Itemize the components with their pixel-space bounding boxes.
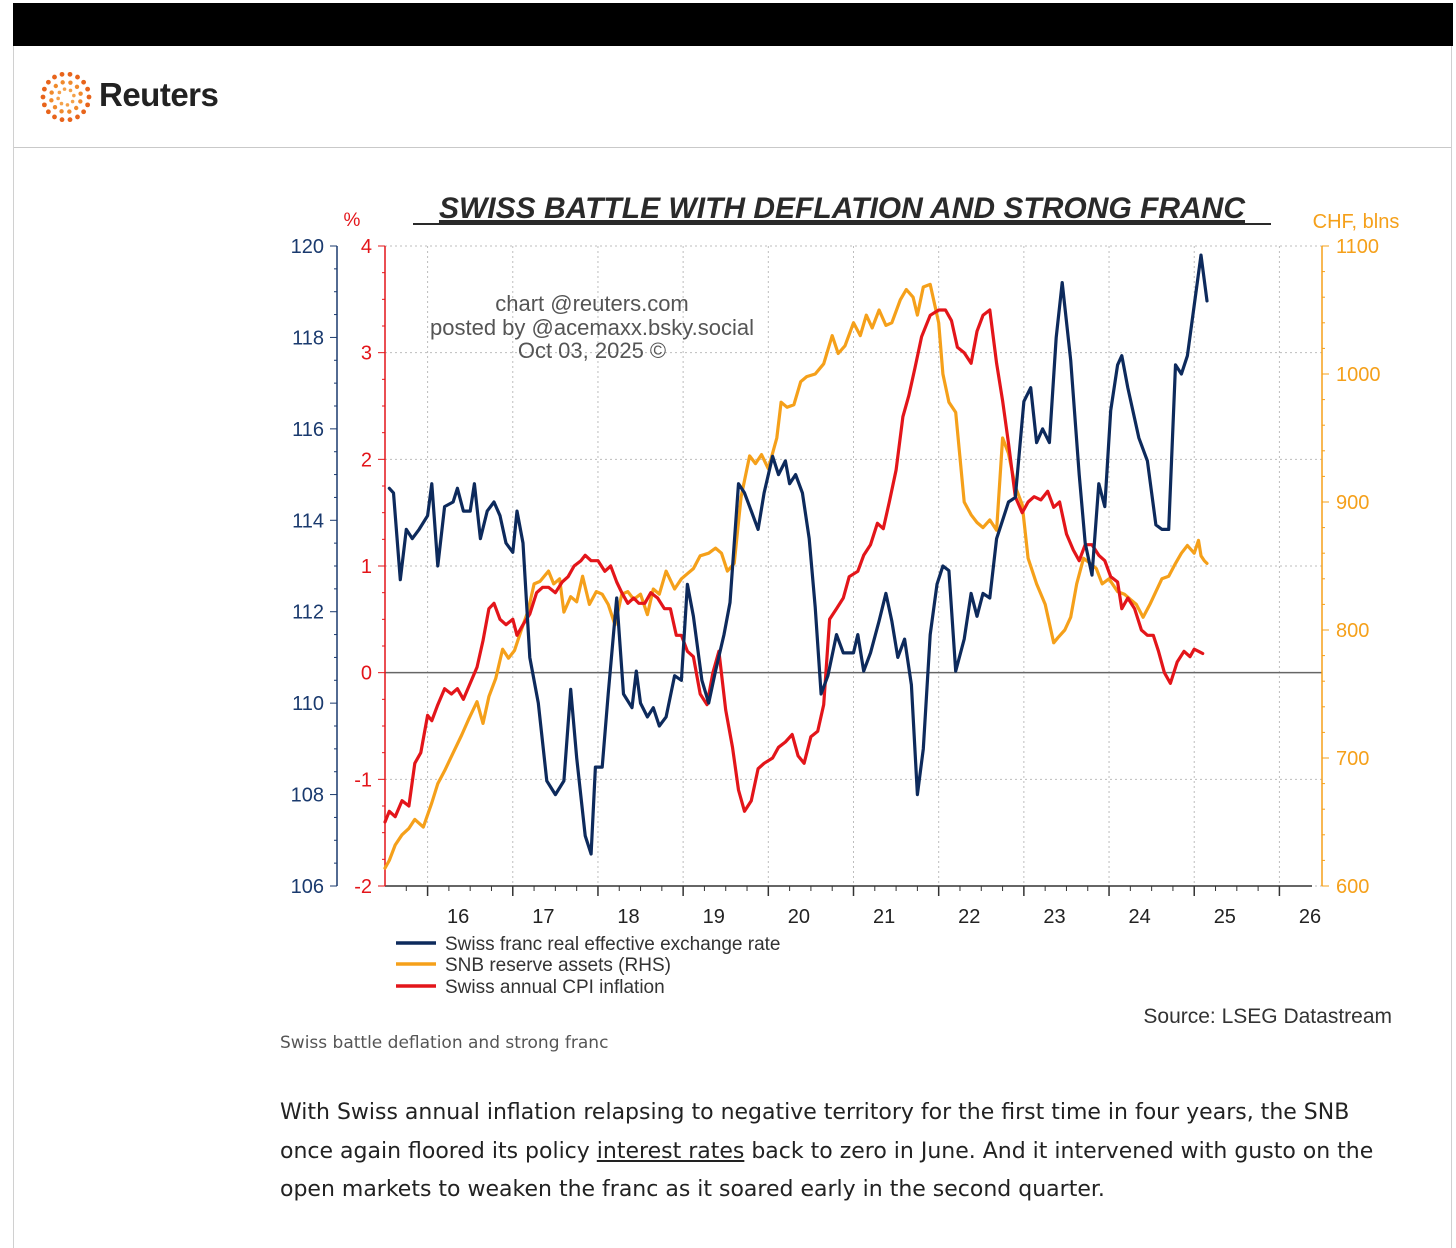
logo-dot <box>52 104 58 110</box>
logo-dot <box>78 99 83 104</box>
logo-dot <box>45 79 51 85</box>
logo-dot <box>67 117 73 123</box>
x-tick-label: 21 <box>873 906 895 928</box>
chart-title: SWISS BATTLE WITH DEFLATION AND STRONG F… <box>439 192 1246 225</box>
logo-dot <box>68 80 73 85</box>
frame-border-right <box>1451 46 1452 1248</box>
top-black-bar <box>13 3 1453 46</box>
logo-dot <box>59 71 65 77</box>
right-tick-label: 800 <box>1336 620 1369 642</box>
logo-dot <box>67 71 73 77</box>
logo-dot <box>74 84 80 90</box>
x-tick-label: 26 <box>1299 906 1321 928</box>
right-tick-label: 700 <box>1336 748 1369 770</box>
logo-dot <box>41 86 47 92</box>
chart-source: Source: LSEG Datastream <box>1143 1005 1392 1028</box>
right-tick-label: 900 <box>1336 492 1369 514</box>
logo-dot <box>67 109 72 114</box>
logo-dot <box>70 99 75 104</box>
logo-dot <box>73 105 79 111</box>
left-inner-tick-label: 4 <box>361 236 372 258</box>
article-paragraph: With Swiss annual inflation relapsing to… <box>280 1094 1390 1210</box>
right-tick-label: 600 <box>1336 876 1369 898</box>
logo-dot <box>53 83 59 89</box>
x-tick-label: 20 <box>788 906 810 928</box>
left-inner-tick-label: -2 <box>354 876 372 898</box>
article-text-after: back to zero in June. And it intervened … <box>280 1138 1374 1203</box>
x-tick-label: 24 <box>1129 906 1151 928</box>
right-axis-label: CHF, blns <box>1313 211 1400 233</box>
left-inner-tick-label: -1 <box>354 769 372 791</box>
legend-label-cpi: Swiss annual CPI inflation <box>445 977 665 998</box>
chart-axes: 16 17 18 19 20 21 22 23 24 25 26106108110112114116… <box>291 236 1381 928</box>
legend-label-snb: SNB reserve assets (RHS) <box>445 955 671 976</box>
left-inner-tick-label: 2 <box>361 449 372 471</box>
logo-dot <box>41 102 47 108</box>
left-inner-tick-label: 1 <box>361 556 372 578</box>
left-outer-tick-label: 108 <box>291 785 324 807</box>
x-tick-label: 16 <box>447 906 469 928</box>
legend-label-franc: Swiss franc real effective exchange rate <box>445 934 781 955</box>
watermark-line-1: chart @reuters.com <box>495 291 689 316</box>
left-inner-tick-label: 3 <box>361 343 372 365</box>
logo-dot <box>40 94 46 100</box>
logo-dot <box>59 109 64 114</box>
series-line-franc <box>387 253 1209 856</box>
figure-caption: Swiss battle deflation and strong franc <box>280 1033 609 1053</box>
logo-dot <box>52 74 57 80</box>
logo-dot <box>81 79 87 85</box>
logo-dot <box>86 94 92 100</box>
series-line-snb <box>383 282 1209 870</box>
logo-dot <box>49 98 54 103</box>
logo-dot <box>56 96 60 101</box>
reuters-logo-icon[interactable] <box>40 71 92 123</box>
logo-dot <box>52 114 57 120</box>
x-tick-label: 22 <box>958 906 980 928</box>
logo-dot <box>75 74 80 80</box>
left-outer-tick-label: 112 <box>292 602 324 624</box>
reuters-brand[interactable]: Reuters <box>99 76 219 113</box>
legend: Swiss franc real effective exchange rate… <box>396 934 781 998</box>
left-outer-tick-label: 116 <box>292 419 324 441</box>
right-tick-label: 1100 <box>1336 236 1379 258</box>
left-inner-axis-label: % <box>344 210 361 231</box>
logo-dot <box>78 91 83 96</box>
x-tick-label: 17 <box>532 906 554 928</box>
x-tick-label: 23 <box>1043 906 1065 928</box>
left-outer-tick-label: 114 <box>292 510 324 532</box>
x-tick-label: 18 <box>617 906 639 928</box>
interest-rates-link[interactable]: interest rates <box>596 1138 745 1164</box>
logo-dot <box>85 102 91 108</box>
logo-dot <box>45 109 51 115</box>
logo-dot <box>59 117 65 123</box>
logo-dot <box>68 88 73 93</box>
logo-dot <box>59 101 64 106</box>
left-inner-tick-label: 0 <box>361 663 372 685</box>
logo-dot <box>75 114 80 120</box>
logo-dot <box>85 86 91 92</box>
series-line-cpi <box>383 308 1205 824</box>
article-text-before: With Swiss annual inflation relapsing to… <box>280 1100 1350 1164</box>
chart: SWISS BATTLE WITH DEFLATION AND STRONG F… <box>291 192 1400 998</box>
logo-dot <box>81 109 87 115</box>
left-outer-tick-label: 120 <box>291 236 324 258</box>
logo-dot <box>65 103 70 107</box>
left-outer-tick-label: 106 <box>291 876 324 898</box>
logo-dot <box>72 93 76 98</box>
header-divider <box>14 147 1451 148</box>
watermark-line-2: posted by @acemaxx.bsky.social <box>430 315 754 340</box>
logo-dot <box>57 90 62 95</box>
logo-dot <box>60 80 65 85</box>
site-header <box>14 46 1451 148</box>
series-layer <box>383 253 1209 870</box>
x-tick-label: 19 <box>703 906 725 928</box>
frame-border-left <box>13 46 14 1248</box>
left-outer-tick-label: 118 <box>292 327 324 349</box>
watermark-line-3: Oct 03, 2025 © <box>518 338 666 363</box>
left-outer-tick-label: 110 <box>292 693 324 715</box>
x-tick-label: 25 <box>1214 906 1236 928</box>
logo-dot <box>49 90 54 95</box>
logo-dot <box>62 87 67 91</box>
right-tick-label: 1000 <box>1336 364 1381 386</box>
